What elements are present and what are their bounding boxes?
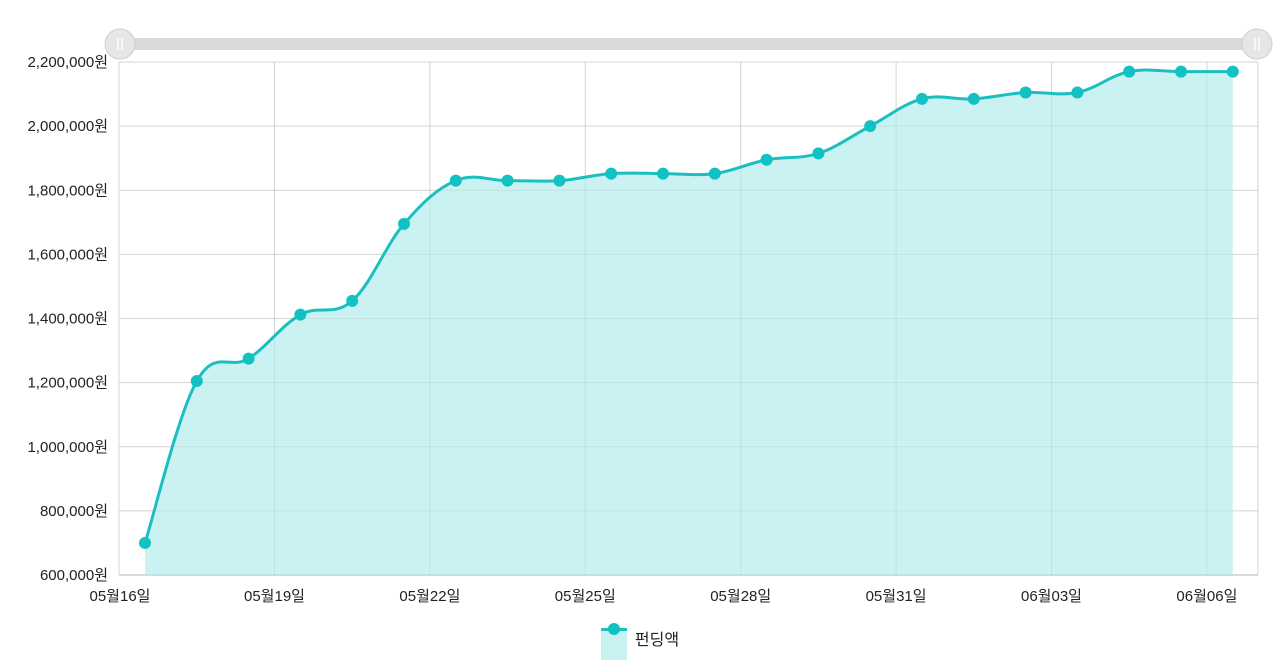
- data-point[interactable]: [139, 536, 151, 549]
- grid-overlay: [118, 61, 1259, 576]
- slider-handle-left-knob[interactable]: [104, 28, 136, 60]
- y-tick-label: 800,000원: [40, 503, 108, 520]
- data-point[interactable]: [242, 352, 255, 365]
- x-tick-label: 05월25일: [555, 588, 616, 605]
- x-tick-label: 05월28일: [710, 588, 771, 605]
- y-axis-ticks: 600,000원 800,000원 1,000,000원 1,200,000원 1,40…: [27, 54, 108, 584]
- data-point[interactable]: [346, 294, 359, 307]
- slider-handle-right[interactable]: [1241, 28, 1273, 60]
- x-tick-label: 06월06일: [1176, 588, 1237, 605]
- x-axis-ticks: 05월16일 05월19일 05월22일 05월25일 05월28일 05월31일 06월0…: [90, 588, 1238, 605]
- y-tick-label: 2,200,000원: [27, 54, 108, 71]
- series-points: [139, 65, 1239, 549]
- y-tick-label: 2,000,000원: [27, 118, 108, 135]
- data-point[interactable]: [916, 92, 928, 105]
- data-point[interactable]: [1175, 65, 1187, 78]
- data-point[interactable]: [190, 375, 203, 388]
- range-slider[interactable]: [104, 28, 1273, 60]
- x-tick-label: 05월19일: [244, 588, 305, 605]
- data-point[interactable]: [864, 120, 877, 133]
- x-tick-label: 05월22일: [399, 588, 460, 605]
- data-point[interactable]: [1019, 86, 1032, 99]
- data-point[interactable]: [398, 217, 410, 230]
- data-point[interactable]: [605, 167, 618, 180]
- data-point[interactable]: [553, 174, 566, 187]
- slider-track[interactable]: [120, 38, 1257, 50]
- slider-handle-left[interactable]: [104, 28, 136, 60]
- data-point[interactable]: [501, 174, 514, 187]
- y-tick-label: 1,600,000원: [27, 246, 108, 263]
- y-tick-label: 1,000,000원: [27, 439, 108, 456]
- legend-label-funding: 펀딩액: [634, 632, 680, 649]
- data-point[interactable]: [1123, 65, 1136, 78]
- slider-handle-right-knob[interactable]: [1241, 28, 1273, 60]
- series-area-funding: [145, 69, 1233, 575]
- y-tick-label: 1,200,000원: [27, 375, 108, 392]
- data-point[interactable]: [1071, 86, 1084, 99]
- data-point[interactable]: [812, 147, 825, 160]
- data-point[interactable]: [708, 167, 721, 180]
- y-tick-label: 1,400,000원: [27, 311, 108, 328]
- x-tick-label: 05월16일: [90, 588, 151, 605]
- x-tick-label: 06월03일: [1021, 588, 1082, 605]
- legend[interactable]: 펀딩액: [0, 618, 1280, 660]
- data-point[interactable]: [760, 153, 773, 166]
- data-point[interactable]: [657, 167, 669, 180]
- x-tick-label: 05월31일: [866, 588, 927, 605]
- data-point[interactable]: [294, 308, 307, 321]
- legend-swatch-funding: [600, 622, 627, 660]
- y-tick-label: 600,000원: [40, 567, 108, 584]
- data-point[interactable]: [967, 92, 980, 105]
- data-point[interactable]: [449, 174, 462, 187]
- data-point[interactable]: [1226, 65, 1239, 78]
- y-tick-label: 1,800,000원: [27, 182, 108, 199]
